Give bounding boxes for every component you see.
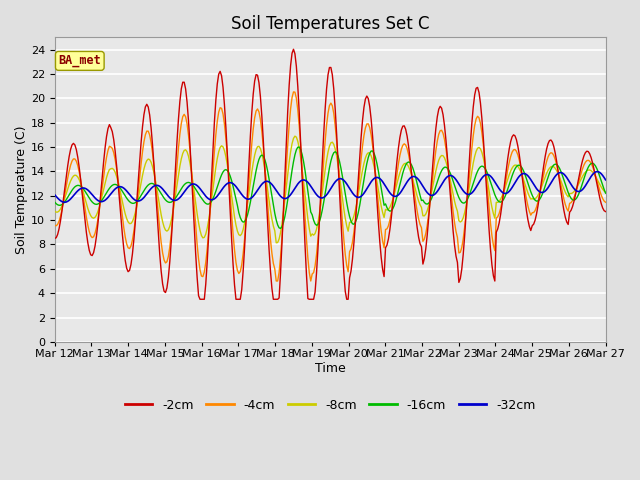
Title: Soil Temperatures Set C: Soil Temperatures Set C — [231, 15, 429, 33]
Y-axis label: Soil Temperature (C): Soil Temperature (C) — [15, 125, 28, 254]
X-axis label: Time: Time — [315, 361, 346, 374]
Legend: -2cm, -4cm, -8cm, -16cm, -32cm: -2cm, -4cm, -8cm, -16cm, -32cm — [120, 394, 541, 417]
Text: BA_met: BA_met — [58, 54, 101, 67]
